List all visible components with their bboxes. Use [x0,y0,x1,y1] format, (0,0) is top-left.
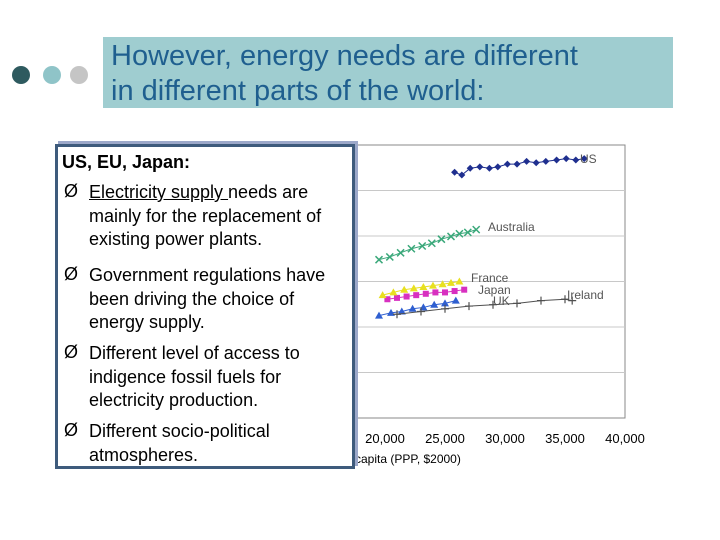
bullet-text-1: Electricity supply needs are mainly for … [89,181,354,252]
data-point-ireland [441,304,449,313]
slide-title-line-1: However, energy needs are different [111,40,578,72]
dot-mid [43,66,61,84]
data-point-us [503,160,511,168]
data-point-france [422,290,429,297]
data-point-japan [400,285,409,293]
data-point-australia [427,239,436,248]
data-point-ireland [489,300,497,309]
x-tick-label: 40,000 [605,431,645,446]
data-point-japan [438,280,447,288]
legend-label-ireland: Ireland [567,288,604,302]
energy-chart: 20,000 25,000 30,000 35,000 40,000 capita (PP… [300,144,645,466]
data-point-us [476,163,484,171]
data-point-australia [374,255,384,264]
legend-label-france: France [471,271,509,285]
x-tick-label: 25,000 [425,431,465,446]
data-point-ireland [537,296,545,305]
data-point-uk [451,296,460,304]
bullet-text-2: Government regulations have been driving… [89,265,326,332]
overlay-textbox: US, EU, Japan: Ø Electricity supply need… [55,144,355,469]
bullet-marker-2: Ø [64,264,79,284]
data-point-us [466,164,474,172]
x-tick-label: 30,000 [485,431,525,446]
data-point-us [513,160,521,168]
textbox-heading: US, EU, Japan: [62,152,191,172]
data-point-japan [378,291,387,299]
legend-label-uk: UK [493,294,510,308]
data-point-france [432,289,439,296]
data-point-uk [441,299,449,307]
data-point-us [562,155,570,163]
data-point-japan [429,281,437,289]
dot-dark [12,66,30,84]
data-point-us [542,157,550,165]
data-point-france [442,289,448,296]
bullet-marker-4: Ø [64,420,79,440]
data-point-us [572,156,580,164]
data-point-ireland [465,302,473,311]
data-point-ireland [393,310,401,319]
data-point-japan [455,277,464,285]
data-point-us [458,171,466,179]
data-point-france [451,288,458,295]
data-point-japan [389,288,398,296]
legend-label-us: US [580,152,597,166]
data-point-australia [455,229,464,238]
x-axis-label: capita (PPP, $2000) [355,452,461,466]
data-point-australia [463,228,472,237]
dot-light [70,66,88,84]
data-point-ireland [561,295,569,304]
data-point-ireland [568,296,577,305]
slide-title-box: However, energy needs are different in d… [103,37,673,108]
bullet-text-4: Different socio-political atmospheres. [89,421,270,465]
data-point-japan [409,284,418,292]
data-point-uk [397,307,406,315]
bullet-1-rest: needs are mainly for the replacement of … [89,182,322,249]
data-point-australia [437,235,446,244]
data-point-australia [418,241,427,251]
bullet-marker-1: Ø [64,181,79,201]
data-point-us [451,168,459,176]
data-point-us [532,159,540,167]
x-tick-label: 20,000 [365,431,405,446]
data-point-france [461,286,468,293]
bullet-text-3: Different level of access to indigence f… [89,343,300,410]
data-point-ireland [513,299,521,308]
data-point-uk [430,300,439,308]
data-point-us [523,157,531,165]
legend-label-japan: Japan [478,283,511,297]
data-point-australia [385,252,394,261]
data-point-us [485,164,493,172]
data-point-japan [419,282,428,290]
data-point-ireland [417,307,425,316]
data-point-france [384,296,391,303]
bullet-marker-3: Ø [64,342,79,362]
data-point-australia [446,232,456,241]
data-point-france [413,292,420,299]
bullet-1-underlined: Electricity supply [89,182,229,202]
data-point-us [494,163,502,171]
data-point-us [580,155,588,163]
x-tick-label: 35,000 [545,431,585,446]
data-point-france [403,293,410,300]
slide-title-line-2: in different parts of the world: [111,75,485,107]
data-point-us [553,156,561,164]
data-point-australia [407,244,416,253]
decorative-dots [10,64,100,88]
data-point-uk [408,304,417,312]
data-point-australia [472,225,481,234]
data-point-france [394,294,400,301]
data-point-japan [447,278,455,286]
data-point-australia [396,248,405,257]
legend-label-australia: Australia [488,220,535,234]
data-point-uk [375,311,383,319]
